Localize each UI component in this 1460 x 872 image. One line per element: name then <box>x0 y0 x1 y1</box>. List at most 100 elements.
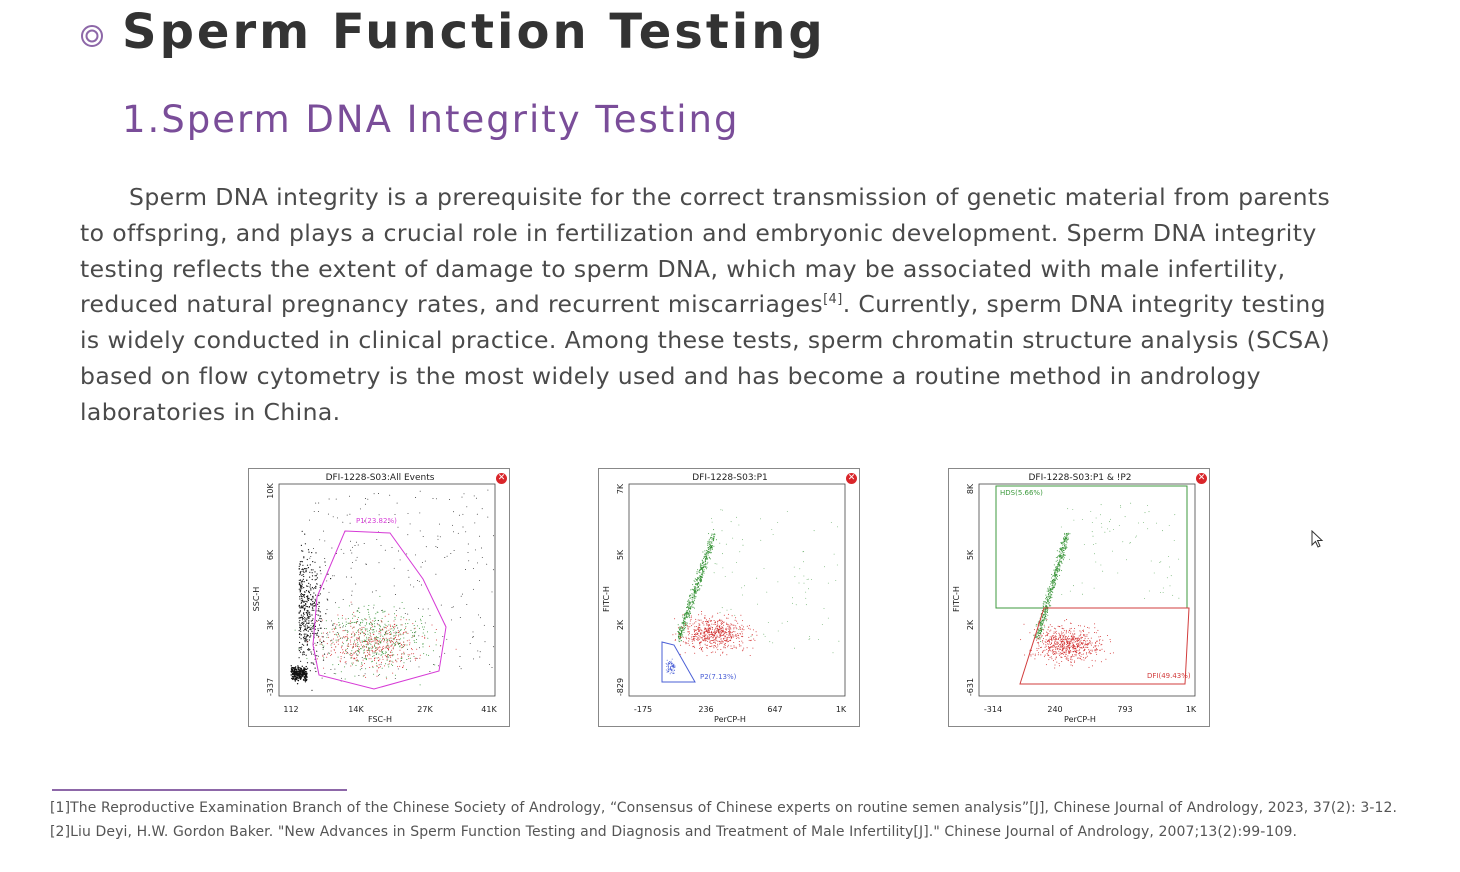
event-dot <box>1044 626 1046 628</box>
event-dot <box>1052 646 1053 648</box>
event-dot <box>334 634 336 635</box>
y-tick-label: 3K <box>266 619 275 630</box>
gate-dfi[interactable] <box>1019 607 1190 685</box>
event-dot <box>382 629 384 631</box>
event-dot <box>396 502 398 504</box>
event-dot <box>708 628 710 630</box>
event-dot <box>1038 628 1040 630</box>
event-dot <box>1043 603 1045 605</box>
event-dot <box>305 600 307 602</box>
event-dot <box>1033 634 1035 636</box>
event-dot <box>740 614 742 616</box>
event-dot <box>345 661 347 663</box>
event-dot <box>690 615 692 617</box>
event-dot <box>683 624 685 626</box>
event-dot <box>1029 632 1031 634</box>
event-dot <box>375 637 377 639</box>
event-dot <box>1096 653 1098 655</box>
event-dot <box>1030 654 1032 656</box>
event-dots <box>665 509 840 675</box>
event-dot <box>1078 642 1080 644</box>
event-dot <box>304 617 306 619</box>
event-dot <box>363 632 365 634</box>
event-dot <box>1039 638 1041 640</box>
event-dot <box>299 677 301 679</box>
event-dot <box>1048 589 1049 591</box>
close-icon[interactable]: ✕ <box>496 473 507 484</box>
event-dot <box>1082 637 1083 638</box>
gate-p1[interactable] <box>312 530 447 690</box>
event-dot <box>312 625 315 627</box>
event-dot <box>693 630 695 632</box>
event-dot <box>1057 625 1059 627</box>
event-dot <box>1056 550 1058 552</box>
event-dot <box>754 639 756 641</box>
event-dot <box>418 627 420 629</box>
event-dot <box>1055 577 1057 579</box>
event-dot <box>686 603 688 605</box>
event-dot <box>307 630 309 632</box>
event-dot <box>321 643 323 645</box>
event-dot <box>696 637 698 639</box>
event-dot <box>1069 533 1071 535</box>
event-dot <box>302 612 305 614</box>
event-dot <box>696 628 698 630</box>
event-dot <box>1078 646 1080 647</box>
event-dot <box>673 666 674 668</box>
event-dot <box>1037 654 1039 656</box>
event-dot <box>474 549 476 551</box>
event-dot <box>1086 652 1088 654</box>
event-dot <box>687 626 689 628</box>
event-dot <box>346 651 348 653</box>
event-dot <box>710 642 712 644</box>
close-icon[interactable]: ✕ <box>846 473 857 484</box>
event-dot <box>393 627 394 629</box>
event-dot <box>708 556 710 558</box>
event-dot <box>668 671 670 673</box>
event-dot <box>680 635 681 636</box>
event-dot <box>312 569 314 571</box>
event-dot <box>357 643 359 645</box>
event-dot <box>1051 638 1053 640</box>
event-dot <box>734 631 736 633</box>
event-dot <box>453 511 455 513</box>
event-dot <box>726 623 728 625</box>
event-dot <box>718 643 720 645</box>
event-dot <box>339 627 341 629</box>
gate-hds[interactable] <box>995 485 1188 609</box>
event-dot <box>665 669 667 671</box>
event-dot <box>1059 551 1061 553</box>
event-dot <box>1082 593 1083 595</box>
event-dot <box>703 639 705 641</box>
event-dot <box>710 548 712 550</box>
event-dot <box>1052 588 1054 590</box>
event-dot <box>306 619 308 621</box>
event-dot <box>688 603 690 605</box>
event-dot <box>670 667 672 668</box>
event-dot <box>365 645 367 647</box>
y-axis-label: FITC-H <box>952 586 961 612</box>
event-dot <box>359 628 361 630</box>
event-dot <box>1071 659 1073 661</box>
event-dot <box>1075 653 1077 655</box>
event-dot <box>1063 555 1065 557</box>
event-dot <box>1058 569 1060 571</box>
event-dot <box>1063 651 1065 653</box>
gate-p2[interactable] <box>661 641 696 683</box>
event-dot <box>1076 643 1078 645</box>
event-dot <box>415 497 417 498</box>
citation-ref[interactable]: [4] <box>823 292 843 308</box>
close-icon[interactable]: ✕ <box>1196 473 1207 484</box>
event-dot <box>698 582 699 584</box>
event-dot <box>375 639 377 641</box>
event-dot <box>1050 581 1052 583</box>
event-dot <box>351 622 353 624</box>
event-dot <box>1064 545 1065 547</box>
event-dot <box>696 583 698 585</box>
event-dot <box>1044 610 1046 612</box>
event-dot <box>1070 627 1072 629</box>
event-dot <box>292 669 294 672</box>
event-dot <box>803 575 805 577</box>
event-dot <box>1082 657 1084 659</box>
event-dot <box>727 644 729 646</box>
